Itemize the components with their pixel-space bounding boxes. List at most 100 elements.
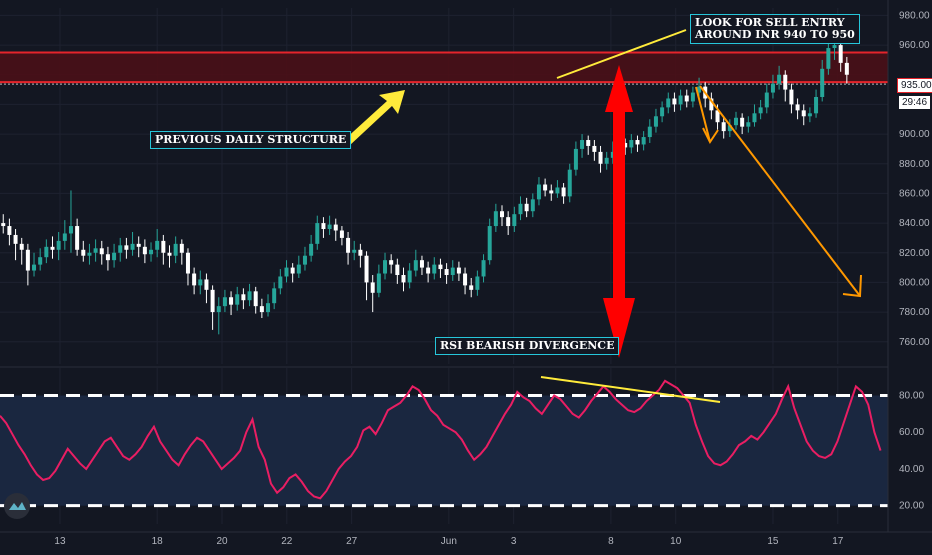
time-tick-label: 8	[608, 536, 614, 547]
candle-body	[543, 184, 548, 191]
candle-body	[752, 113, 757, 123]
candle-body	[598, 151, 603, 164]
candle-body	[50, 246, 55, 250]
candle-body	[272, 288, 277, 304]
candle-body	[567, 169, 572, 197]
candle-body	[309, 243, 314, 256]
candle-body	[62, 233, 67, 241]
time-tick-label: 27	[346, 536, 358, 547]
rsi-divergence-annotation[interactable]: RSI BEARISH DIVERGENCE	[435, 337, 620, 355]
sell-entry-line1: LOOK FOR SELL ENTRY	[695, 16, 845, 29]
price-tick-label: 820.00	[899, 248, 930, 259]
candle-body	[315, 223, 320, 244]
candle-body	[635, 140, 640, 145]
candle-body	[524, 203, 529, 212]
candle-body	[734, 117, 739, 126]
candle-body	[149, 249, 154, 255]
candle-body	[339, 230, 344, 238]
candle-body	[407, 270, 412, 283]
candle-body	[389, 260, 394, 265]
candle-body	[383, 260, 388, 274]
candle-body	[530, 199, 535, 212]
candle-body	[438, 264, 443, 270]
candle-body	[536, 184, 541, 200]
candle-body	[426, 267, 431, 274]
orange-arrow-short-head	[702, 127, 719, 144]
candle-body	[259, 306, 264, 313]
candle-body	[87, 252, 92, 256]
yellow-arrow	[343, 90, 405, 146]
candle-body	[573, 148, 578, 170]
candle-body	[68, 226, 73, 234]
trendline-price-highs	[556, 29, 687, 79]
candle-body	[770, 83, 775, 93]
candle-body	[75, 226, 80, 250]
price-tick-label: 780.00	[899, 307, 930, 318]
previous-structure-annotation[interactable]: PREVIOUS DAILY STRUCTURE	[150, 131, 352, 149]
candle-body	[450, 267, 455, 275]
candle-body	[814, 97, 819, 114]
candle-body	[826, 48, 831, 69]
resistance-zone	[0, 51, 888, 85]
candle-body	[192, 273, 197, 286]
candle-body	[278, 276, 283, 289]
candle-body	[247, 291, 252, 301]
tradingview-logo-icon[interactable]	[4, 493, 30, 519]
candle-body	[444, 269, 449, 275]
candle-body	[56, 240, 61, 250]
candle-body	[549, 190, 554, 194]
candle-body	[290, 267, 295, 274]
candle-body	[302, 255, 307, 265]
candle-body	[229, 297, 234, 305]
candle-body	[475, 276, 480, 290]
trendline-rsi-highs	[540, 376, 721, 403]
time-tick-label: 22	[281, 536, 293, 547]
price-tick-label: 840.00	[899, 218, 930, 229]
candle-body	[185, 252, 190, 274]
drawings	[343, 29, 862, 403]
candle-body	[647, 126, 652, 138]
price-tick-label: 880.00	[899, 159, 930, 170]
candle-body	[253, 291, 258, 307]
resistance-zone-fill	[0, 52, 888, 83]
candle-body	[660, 107, 665, 117]
current-price-tag: 935.00	[897, 78, 932, 93]
candle-body	[715, 110, 720, 123]
candle-body	[838, 45, 843, 63]
candle-body	[746, 122, 751, 127]
candle-body	[561, 187, 566, 197]
candle-body	[161, 240, 166, 253]
candle-body	[580, 140, 585, 149]
price-tick-label: 800.00	[899, 277, 930, 288]
rsi-panel	[0, 366, 888, 508]
candle-body	[518, 203, 523, 215]
candle-body	[19, 243, 24, 250]
candle-body	[432, 264, 437, 274]
candle-body	[801, 110, 806, 117]
candle-body	[789, 89, 794, 105]
candle-body	[198, 279, 203, 286]
orange-arrow-short	[695, 86, 711, 143]
candle-body	[419, 260, 424, 268]
candle-body	[697, 86, 702, 93]
candle-body	[93, 248, 98, 253]
candle-body	[352, 249, 357, 253]
candle-body	[7, 226, 12, 235]
candle-body	[709, 98, 714, 111]
candle-body	[487, 226, 492, 261]
candle-body	[118, 245, 123, 253]
price-tick-label: 900.00	[899, 129, 930, 140]
candle-body	[469, 285, 474, 290]
candle-body	[222, 297, 227, 307]
candle-body	[463, 273, 468, 286]
sell-entry-annotation[interactable]: LOOK FOR SELL ENTRY AROUND INR 940 TO 95…	[690, 14, 860, 44]
rsi-tick-label: 60.00	[899, 427, 924, 438]
candle-body	[13, 234, 18, 244]
candle-body	[678, 95, 683, 105]
sell-entry-line2: AROUND INR 940 TO 950	[695, 28, 855, 41]
orange-arrow-long	[699, 85, 861, 297]
time-tick-label: 10	[670, 536, 682, 547]
candle-body	[38, 257, 43, 265]
